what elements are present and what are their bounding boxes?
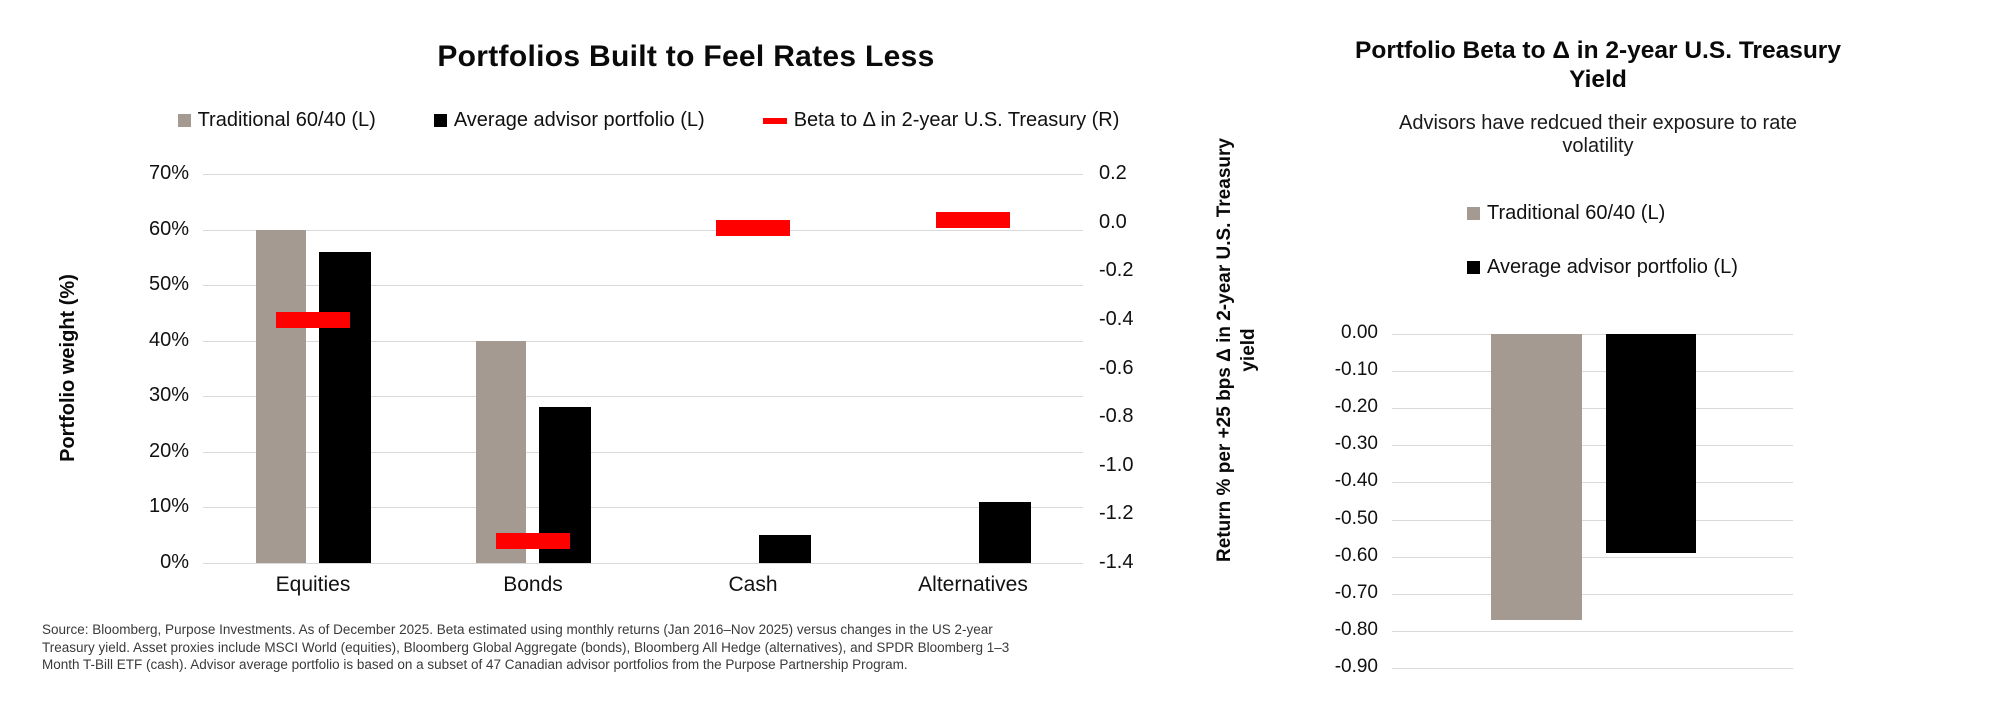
gridline: [203, 340, 1083, 342]
bar-advisor: [759, 535, 811, 563]
y-axis-tick-label: 60%: [148, 217, 189, 240]
y-axis-tick-label: -0.20: [1334, 396, 1378, 418]
y-axis-tick-label: -0.60: [1334, 544, 1378, 566]
gridline: [1392, 334, 1793, 335]
y-axis-tick-label: -0.50: [1334, 507, 1378, 529]
beta-dash-marker: [716, 219, 790, 236]
traditional-swatch-icon: [177, 114, 191, 127]
right-chart-subtitle: Advisors have redcued their exposure to …: [1399, 112, 1797, 157]
traditional-swatch-icon: [1467, 207, 1480, 220]
y-axis-tick-label: -0.10: [1334, 359, 1378, 381]
secondary-axis-tick-label: -1.0: [1099, 453, 1134, 476]
gridline: [1392, 445, 1793, 447]
y-axis-tick-label: 0.00: [1341, 322, 1378, 343]
gridline: [1392, 371, 1793, 373]
secondary-axis-tick-label: -0.4: [1099, 307, 1134, 330]
gridline: [203, 507, 1083, 509]
beta-dash-marker: [496, 533, 570, 550]
secondary-axis-tick-label: -0.8: [1099, 405, 1134, 428]
gridline: [1392, 668, 1793, 669]
secondary-axis-tick-label: 0.0: [1099, 210, 1127, 233]
beta-dash-marker: [276, 311, 350, 328]
legend-item-traditional: Traditional 60/40 (L): [177, 109, 376, 132]
secondary-axis-tick-label: -1.2: [1099, 502, 1134, 525]
y-axis-tick-label: 50%: [148, 273, 189, 296]
secondary-axis-tick-label: -0.6: [1099, 356, 1134, 379]
y-axis-tick-label: 40%: [148, 328, 189, 351]
category-label: Bonds: [503, 573, 563, 596]
legend-item-traditional-right: Traditional 60/40 (L): [1467, 202, 1738, 225]
gridline: [203, 285, 1083, 287]
y-axis-tick-label: 70%: [148, 162, 189, 184]
secondary-axis-tick-label: -1.4: [1099, 551, 1134, 573]
right-chart-legend: Traditional 60/40 (L) Average advisor po…: [1467, 202, 1738, 279]
y-axis-tick-label: -0.70: [1334, 581, 1378, 603]
legend-item-beta: Beta to Δ in 2-year U.S. Treasury (R): [762, 109, 1120, 132]
gridline: [1392, 482, 1793, 484]
gridline: [1392, 519, 1793, 521]
y-axis-tick-label: -0.40: [1334, 470, 1378, 492]
legend-item-advisor-right: Average advisor portfolio (L): [1467, 256, 1738, 279]
beta-dash-marker: [936, 212, 1010, 229]
bar-traditional: [476, 340, 526, 563]
source-note-line-1: Source: Bloomberg, Purpose Investments. …: [42, 622, 993, 637]
bar-traditional: [1491, 334, 1582, 620]
category-label: Equities: [275, 573, 351, 596]
legend-label-beta: Beta to Δ in 2-year U.S. Treasury (R): [793, 109, 1120, 131]
gridline: [1392, 630, 1793, 632]
advisor-swatch-icon: [433, 114, 447, 127]
y-axis-tick-label: -0.30: [1334, 433, 1378, 455]
bar-advisor: [1606, 334, 1696, 553]
legend-label-advisor: Average advisor portfolio (L): [453, 109, 705, 131]
legend-label-advisor-right: Average advisor portfolio (L): [1487, 256, 1738, 278]
source-note-line-2: Treasury yield. Asset proxies include MS…: [42, 639, 1010, 655]
gridline: [1392, 408, 1793, 410]
gridline: [1392, 593, 1793, 595]
y-axis-tick-label: 10%: [148, 495, 189, 518]
left-chart-title: Portfolios Built to Feel Rates Less: [437, 40, 935, 73]
source-note-line-3: Month T-Bill ETF (cash). Advisor average…: [42, 657, 908, 672]
gridline: [203, 451, 1083, 453]
y-axis-tick-label: 30%: [148, 384, 189, 407]
right-chart-title: Portfolio Beta to Δ in 2-year U.S. Treas…: [1355, 37, 1841, 93]
legend-label-traditional-right: Traditional 60/40 (L): [1487, 202, 1666, 224]
left-chart-legend: Traditional 60/40 (L) Average advisor po…: [63, 109, 1234, 132]
y-axis-tick-label: 0%: [160, 551, 189, 573]
secondary-axis-tick-label: 0.2: [1099, 162, 1127, 184]
gridline: [203, 563, 1083, 564]
legend-label-traditional: Traditional 60/40 (L): [197, 109, 376, 131]
bar-advisor: [319, 251, 371, 563]
source-note: Source: Bloomberg, Purpose Investments. …: [42, 621, 1192, 674]
advisor-swatch-icon: [1467, 261, 1480, 274]
beta-dash-swatch-icon: [762, 117, 787, 124]
category-label: Cash: [728, 573, 778, 596]
gridline: [1392, 556, 1793, 558]
gridline: [203, 396, 1083, 398]
y-axis-tick-label: -0.90: [1334, 656, 1378, 677]
category-label: Alternatives: [918, 573, 1028, 596]
gridline: [203, 229, 1083, 231]
gridline: [203, 174, 1083, 175]
secondary-axis-tick-label: -0.2: [1099, 259, 1134, 282]
bar-advisor: [979, 501, 1031, 563]
y-axis-tick-label: 20%: [148, 439, 189, 462]
legend-item-advisor: Average advisor portfolio (L): [433, 109, 705, 132]
y-axis-tick-label: -0.80: [1334, 618, 1378, 640]
bar-traditional: [256, 229, 306, 563]
